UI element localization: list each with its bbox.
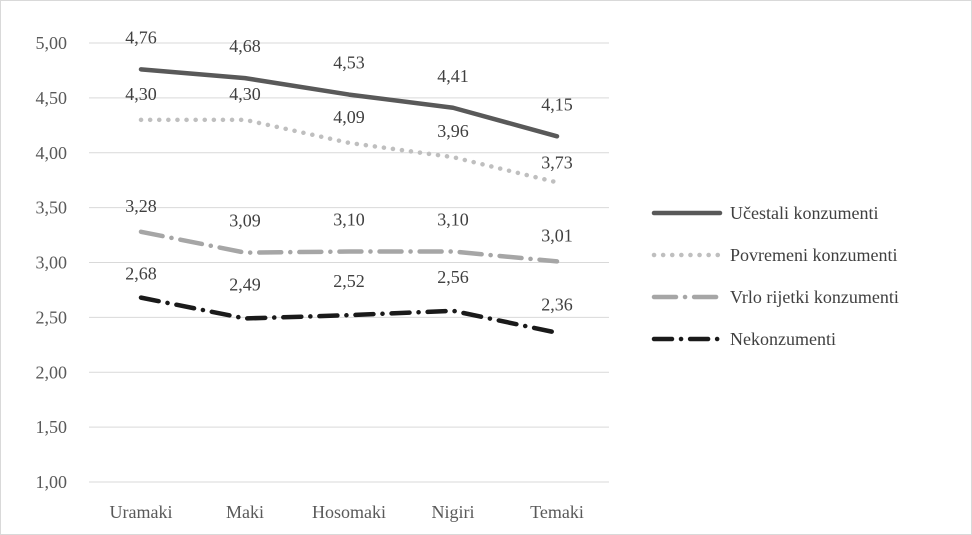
legend-label: Povremeni konzumenti xyxy=(730,245,897,265)
y-tick-label: 1,50 xyxy=(36,417,68,437)
data-label: 2,52 xyxy=(333,271,365,291)
y-tick-label: 1,00 xyxy=(36,472,68,492)
y-tick-label: 3,50 xyxy=(36,198,68,218)
data-label: 3,10 xyxy=(333,210,365,230)
legend-label: Učestali konzumenti xyxy=(730,203,878,223)
legend-item-ucestali-konzumenti: Učestali konzumenti xyxy=(651,203,878,223)
series-line-vrlo-rijetki-konzumenti xyxy=(138,229,560,264)
data-label: 4,53 xyxy=(333,53,365,73)
y-axis-ticks: 5,00 4,50 4,00 3,50 3,00 2,50 2,00 1,50 1,00 xyxy=(36,33,68,492)
legend-item-vrlo-rijetki-konzumenti: Vrlo rijetki konzumenti xyxy=(651,287,899,307)
legend-item-povremeni-konzumenti: Povremeni konzumenti xyxy=(651,245,897,265)
series-lines xyxy=(138,67,560,335)
series-line-ucestali-konzumenti xyxy=(138,67,560,139)
data-label: 4,68 xyxy=(229,36,261,56)
y-tick-label: 4,00 xyxy=(36,143,68,163)
data-label: 4,76 xyxy=(125,27,157,47)
y-tick-label: 2,50 xyxy=(36,307,68,327)
x-tick-label: Uramaki xyxy=(110,502,173,522)
y-tick-label: 4,50 xyxy=(36,88,68,108)
y-tick-label: 5,00 xyxy=(36,33,68,53)
legend-label: Vrlo rijetki konzumenti xyxy=(730,287,899,307)
y-tick-label: 3,00 xyxy=(36,253,68,273)
data-label: 3,09 xyxy=(229,211,261,231)
data-label: 4,09 xyxy=(333,107,365,127)
x-tick-label: Temaki xyxy=(530,502,584,522)
data-label: 3,10 xyxy=(437,210,469,230)
data-label: 2,56 xyxy=(437,267,469,287)
legend: Učestali konzumenti Povremeni konzumenti V… xyxy=(651,203,899,349)
data-label: 3,01 xyxy=(541,225,573,245)
data-label: 2,36 xyxy=(541,295,573,315)
x-axis-ticks: Uramaki Maki Hosomaki Nigiri Temaki xyxy=(110,502,584,522)
x-tick-label: Maki xyxy=(226,502,264,522)
series-line-povremeni-konzumenti xyxy=(138,117,560,185)
legend-label: Nekonzumenti xyxy=(730,329,836,349)
data-label: 4,30 xyxy=(125,84,157,104)
data-label: 4,15 xyxy=(541,94,573,114)
legend-item-nekonzumenti: Nekonzumenti xyxy=(651,329,836,349)
series-line-nekonzumenti xyxy=(138,295,560,335)
gridlines xyxy=(89,42,609,483)
data-label: 2,68 xyxy=(125,264,157,284)
data-label: 4,30 xyxy=(229,84,261,104)
data-label: 4,41 xyxy=(437,66,469,86)
y-tick-label: 2,00 xyxy=(36,362,68,382)
data-label: 2,49 xyxy=(229,274,261,294)
data-label: 3,96 xyxy=(437,121,469,141)
data-label: 3,28 xyxy=(125,196,157,216)
data-label: 3,73 xyxy=(541,152,573,172)
x-tick-label: Hosomaki xyxy=(312,502,386,522)
x-tick-label: Nigiri xyxy=(432,502,475,522)
data-labels: 4,76 4,68 4,53 4,41 4,15 4,30 4,30 4,09 3,96 3,73… xyxy=(125,27,573,314)
